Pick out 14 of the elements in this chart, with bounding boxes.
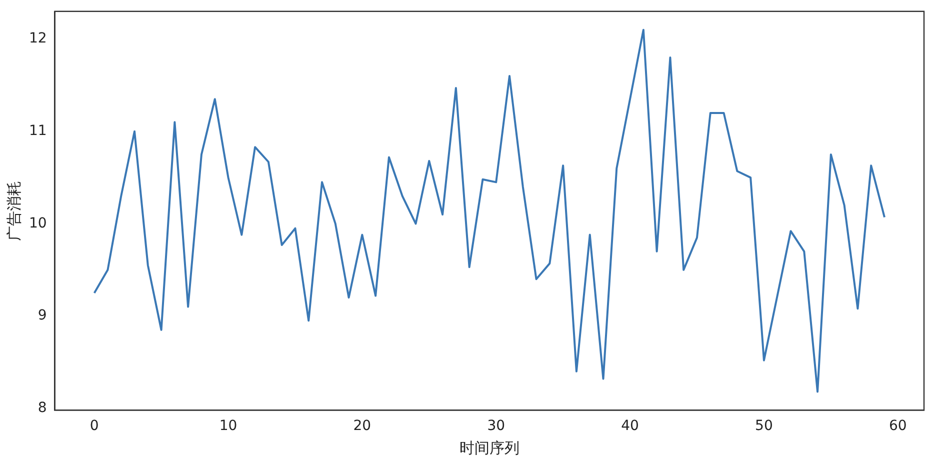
x-tick-label: 60: [888, 418, 907, 434]
y-tick-label: 9: [38, 308, 47, 324]
x-tick-label: 20: [353, 418, 372, 434]
y-axis-title: 广告消耗: [4, 180, 23, 241]
y-tick-label: 8: [38, 400, 47, 416]
y-tick-label: 11: [28, 123, 47, 140]
x-axis-title: 时间序列: [459, 438, 520, 457]
x-tick-label: 50: [755, 418, 773, 434]
x-tick-label: 10: [219, 418, 238, 434]
x-tick-label: 40: [621, 418, 639, 434]
x-tick-label: 30: [487, 418, 506, 434]
y-tick-label: 12: [28, 30, 47, 47]
x-tick-label: 0: [90, 418, 99, 434]
y-tick-label: 10: [28, 215, 47, 232]
